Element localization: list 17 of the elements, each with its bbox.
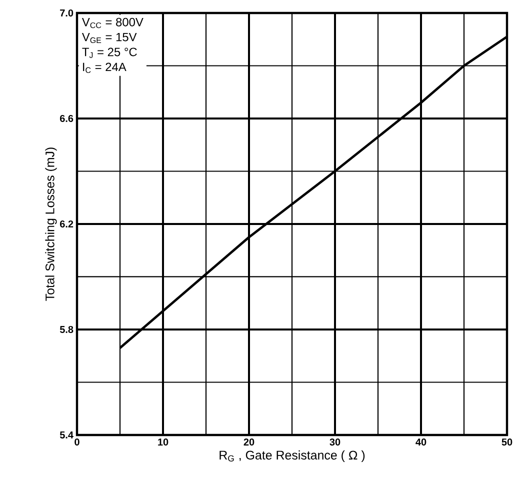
x-tick-label: 20: [244, 438, 254, 446]
x-tick-label: 50: [502, 438, 512, 446]
y-tick-label: 6.6: [60, 114, 74, 122]
y-tick-label: 7.0: [60, 9, 74, 17]
y-tick-label: 5.8: [60, 326, 74, 334]
x-tick-label: 0: [74, 438, 80, 446]
annotation: I$_{C}$ = 24A: [83, 62, 126, 73]
x-tick-label: 40: [416, 438, 426, 446]
y-axis-title: Total Switching Losses (mJ): [45, 148, 57, 301]
annotation: T$_{J}$ = 25 °C: [82, 48, 137, 58]
x-tick-label: 30: [330, 438, 340, 446]
y-tick-label: 5.4: [60, 432, 74, 438]
x-axis-title: R$_{G}$ , Gate Resistance ( Ω ): [220, 450, 365, 462]
x-tick-label: 10: [158, 438, 168, 446]
annotation: V$_{GE}$ = 15V: [82, 32, 137, 44]
annotation: V$_{CC}$ = 800V: [82, 18, 144, 28]
y-tick-label: 6.2: [60, 220, 74, 228]
